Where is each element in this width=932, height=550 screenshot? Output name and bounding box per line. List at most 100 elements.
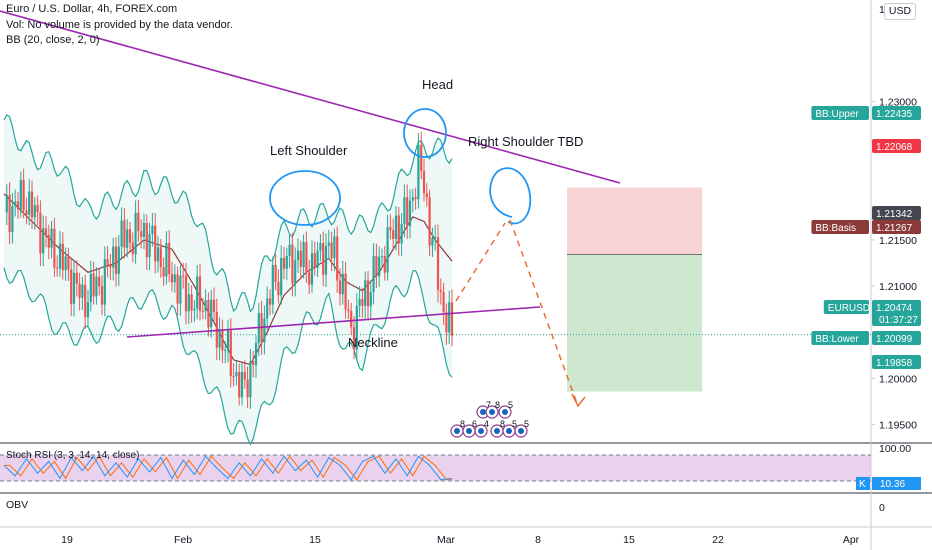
candle[interactable] bbox=[204, 289, 207, 320]
candle[interactable] bbox=[187, 282, 190, 325]
candle[interactable] bbox=[196, 264, 199, 320]
candle[interactable] bbox=[179, 264, 182, 316]
candle[interactable] bbox=[417, 133, 420, 209]
candle[interactable] bbox=[378, 246, 381, 287]
currency-button[interactable]: USD bbox=[884, 3, 916, 20]
annotation-label[interactable]: Neckline bbox=[348, 335, 398, 350]
candle[interactable] bbox=[235, 360, 238, 386]
candle[interactable] bbox=[358, 286, 361, 318]
candle[interactable] bbox=[14, 189, 17, 217]
candle[interactable] bbox=[366, 271, 370, 320]
stoch-d-line[interactable] bbox=[4, 455, 453, 481]
economic-event-icon[interactable]: 5 bbox=[514, 419, 529, 438]
candle[interactable] bbox=[347, 299, 350, 320]
candle[interactable] bbox=[11, 193, 14, 244]
projection-up-line[interactable] bbox=[455, 222, 506, 302]
candle[interactable] bbox=[19, 171, 22, 218]
candle[interactable] bbox=[145, 214, 148, 270]
candle[interactable] bbox=[336, 226, 339, 293]
candle[interactable] bbox=[436, 224, 440, 303]
candle[interactable] bbox=[246, 366, 249, 408]
economic-event-icon[interactable]: 5 bbox=[502, 419, 517, 438]
candle[interactable] bbox=[39, 200, 42, 267]
head-circle[interactable] bbox=[403, 108, 447, 158]
candle[interactable] bbox=[226, 319, 230, 363]
projection-down-line[interactable] bbox=[509, 219, 579, 407]
candle[interactable] bbox=[58, 230, 62, 277]
candle[interactable] bbox=[70, 257, 73, 317]
candle[interactable] bbox=[30, 180, 34, 230]
candle[interactable] bbox=[308, 259, 311, 295]
candle[interactable] bbox=[341, 260, 344, 305]
candle[interactable] bbox=[165, 231, 168, 285]
candle[interactable] bbox=[310, 240, 314, 293]
candle[interactable] bbox=[98, 268, 101, 296]
candle[interactable] bbox=[210, 289, 213, 338]
right-shoulder-circle[interactable] bbox=[489, 167, 532, 225]
candle[interactable] bbox=[285, 247, 288, 281]
candle[interactable] bbox=[408, 189, 412, 239]
candle[interactable] bbox=[100, 275, 104, 316]
candle[interactable] bbox=[372, 243, 375, 305]
economic-event-icon[interactable]: 8 bbox=[450, 419, 465, 438]
candle[interactable] bbox=[33, 196, 36, 230]
economic-event-icon[interactable]: 8 bbox=[485, 400, 500, 419]
candle[interactable] bbox=[112, 237, 115, 281]
annotation-label[interactable]: Right Shoulder TBD bbox=[468, 134, 583, 149]
candle[interactable] bbox=[240, 362, 244, 406]
candle[interactable] bbox=[238, 363, 241, 406]
candle[interactable] bbox=[44, 216, 48, 248]
left-shoulder-circle[interactable] bbox=[269, 170, 341, 226]
candle[interactable] bbox=[386, 214, 389, 281]
candle[interactable] bbox=[411, 189, 414, 213]
candle[interactable] bbox=[126, 219, 129, 258]
candle[interactable] bbox=[95, 267, 98, 305]
candle[interactable] bbox=[151, 212, 154, 247]
candle[interactable] bbox=[324, 233, 328, 287]
candle[interactable] bbox=[221, 319, 224, 364]
candle[interactable] bbox=[369, 280, 372, 320]
candle[interactable] bbox=[78, 273, 81, 311]
candle[interactable] bbox=[142, 213, 146, 250]
price-tag[interactable]: 1.21342 bbox=[872, 206, 921, 220]
economic-event-icon[interactable]: 5 bbox=[498, 400, 513, 419]
candle[interactable] bbox=[252, 350, 255, 378]
candle[interactable] bbox=[114, 237, 118, 287]
candle[interactable] bbox=[296, 238, 300, 274]
candle[interactable] bbox=[355, 293, 358, 361]
candle[interactable] bbox=[350, 302, 353, 336]
candle[interactable] bbox=[380, 248, 384, 267]
candle[interactable] bbox=[434, 224, 437, 251]
candle[interactable] bbox=[428, 189, 431, 257]
candle[interactable] bbox=[333, 228, 336, 272]
stoch-k-line[interactable] bbox=[3, 455, 453, 481]
candle[interactable] bbox=[302, 234, 305, 279]
candle[interactable] bbox=[168, 230, 171, 283]
stop-loss-zone[interactable] bbox=[567, 187, 702, 255]
candle[interactable] bbox=[322, 231, 325, 287]
candle[interactable] bbox=[305, 231, 308, 283]
stoch-k-tag[interactable]: K 10.36 bbox=[856, 477, 921, 490]
candle[interactable] bbox=[448, 290, 451, 344]
candle[interactable] bbox=[16, 192, 20, 219]
candle[interactable] bbox=[316, 241, 319, 278]
candle[interactable] bbox=[425, 183, 428, 207]
candle[interactable] bbox=[120, 207, 123, 259]
candle[interactable] bbox=[64, 247, 67, 281]
candle[interactable] bbox=[291, 232, 294, 297]
neckline-line[interactable] bbox=[126, 306, 541, 338]
candle[interactable] bbox=[86, 289, 90, 328]
candle[interactable] bbox=[193, 299, 196, 322]
candle[interactable] bbox=[8, 182, 11, 245]
candle[interactable] bbox=[106, 246, 109, 278]
candle[interactable] bbox=[72, 259, 76, 317]
candle[interactable] bbox=[344, 261, 347, 319]
candle[interactable] bbox=[184, 262, 188, 325]
candle[interactable] bbox=[176, 266, 179, 316]
candle[interactable] bbox=[319, 234, 322, 262]
candle[interactable] bbox=[92, 261, 95, 305]
candle[interactable] bbox=[254, 335, 258, 378]
candle[interactable] bbox=[53, 218, 56, 278]
